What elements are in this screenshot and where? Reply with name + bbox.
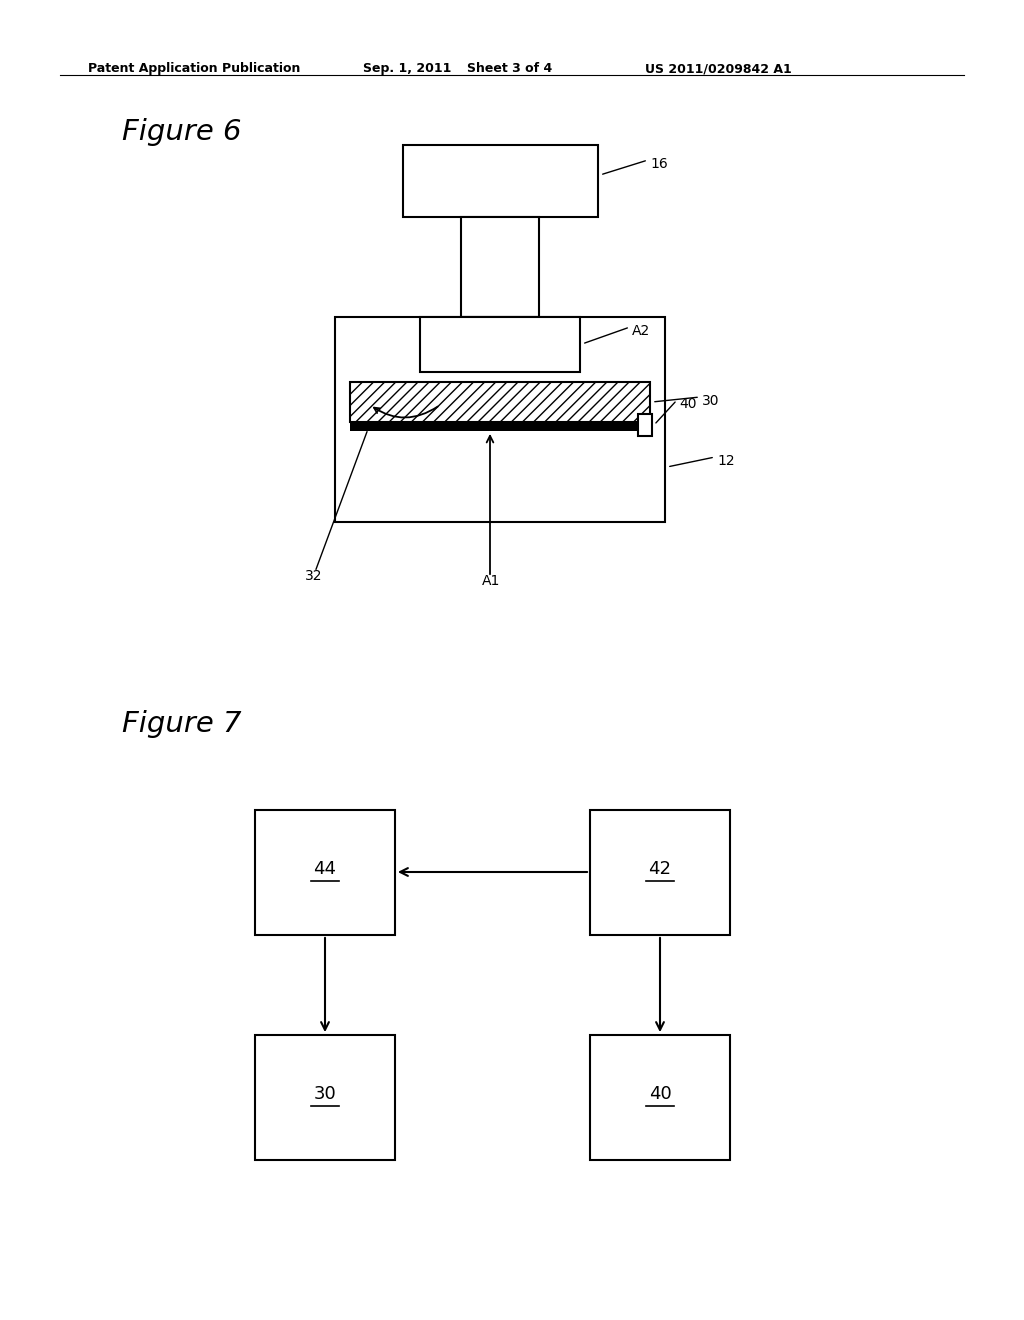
- Text: US 2011/0209842 A1: US 2011/0209842 A1: [645, 62, 792, 75]
- Text: 40: 40: [648, 1085, 672, 1104]
- Bar: [350, 422, 650, 432]
- Bar: [255, 810, 395, 935]
- Text: Sheet 3 of 4: Sheet 3 of 4: [467, 62, 552, 75]
- Text: 16: 16: [650, 157, 668, 172]
- Text: 12: 12: [717, 454, 734, 469]
- Text: 42: 42: [648, 861, 672, 878]
- Bar: [638, 414, 652, 436]
- Bar: [255, 1035, 395, 1160]
- Text: 30: 30: [702, 393, 720, 408]
- Bar: [403, 145, 598, 216]
- Text: 30: 30: [313, 1085, 336, 1104]
- Text: A1: A1: [482, 574, 501, 587]
- Text: 44: 44: [313, 861, 337, 878]
- Text: Sep. 1, 2011: Sep. 1, 2011: [362, 62, 452, 75]
- Bar: [350, 381, 650, 422]
- Text: Patent Application Publication: Patent Application Publication: [88, 62, 300, 75]
- Bar: [420, 317, 580, 372]
- Bar: [590, 1035, 730, 1160]
- Bar: [461, 216, 539, 317]
- Text: 40: 40: [679, 397, 696, 411]
- Text: Figure 7: Figure 7: [122, 710, 242, 738]
- Text: A2: A2: [632, 323, 650, 338]
- Bar: [335, 317, 665, 521]
- Text: Figure 6: Figure 6: [122, 117, 242, 147]
- Bar: [590, 810, 730, 935]
- Text: 32: 32: [305, 569, 323, 583]
